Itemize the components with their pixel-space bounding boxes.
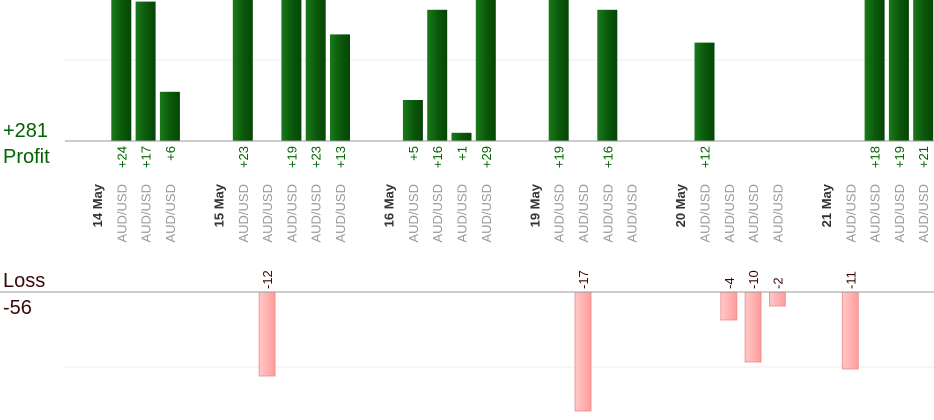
profit-value-label: +16 xyxy=(430,146,445,168)
profit-bar xyxy=(305,0,326,142)
date-label: 15 May xyxy=(212,183,227,227)
profit-value-label: +24 xyxy=(114,146,129,168)
profit-bar xyxy=(475,0,496,141)
profit-bar xyxy=(694,42,715,141)
pair-label: AUD/USD xyxy=(114,184,129,243)
profit-value-label: +19 xyxy=(284,146,299,168)
pair-label: AUD/USD xyxy=(843,184,858,243)
pair-label: AUD/USD xyxy=(333,184,348,243)
loss-bar xyxy=(258,291,276,377)
profit-value-label: +21 xyxy=(916,146,931,168)
profit-bar xyxy=(402,100,423,141)
pair-label: AUD/USD xyxy=(698,184,713,243)
pair-label: AUD/USD xyxy=(309,184,324,243)
profit-bar xyxy=(451,132,472,141)
pair-label: AUD/USD xyxy=(722,184,737,243)
pair-label: AUD/USD xyxy=(163,184,178,243)
pair-label: AUD/USD xyxy=(746,184,761,243)
pair-label: AUD/USD xyxy=(576,184,591,243)
profit-bar xyxy=(864,0,885,142)
profit-bar xyxy=(597,9,618,141)
pair-label: AUD/USD xyxy=(916,184,931,243)
profit-bar xyxy=(888,0,909,142)
profit-value-label: +16 xyxy=(600,146,615,168)
profit-bar xyxy=(135,1,156,141)
profit-bar xyxy=(330,34,350,141)
profit-value-label: +1 xyxy=(455,146,470,161)
profit-label: Profit xyxy=(3,146,50,168)
pair-label: AUD/USD xyxy=(600,184,615,243)
pair-label: AUD/USD xyxy=(406,184,421,243)
pair-label: AUD/USD xyxy=(430,184,445,243)
loss-value-label: -12 xyxy=(260,270,275,289)
date-label: 19 May xyxy=(527,183,542,227)
profit-bar xyxy=(913,0,934,141)
pair-label: AUD/USD xyxy=(892,184,907,243)
pair-label: AUD/USD xyxy=(455,184,470,243)
loss-bar xyxy=(744,291,762,363)
profit-value-label: +23 xyxy=(309,146,324,168)
profit-bar xyxy=(281,0,302,142)
date-label: 14 May xyxy=(90,183,105,227)
pair-label: AUD/USD xyxy=(139,184,154,243)
profit-value-label: +13 xyxy=(333,146,348,168)
pair-label: AUD/USD xyxy=(284,184,299,243)
loss-bar xyxy=(769,291,786,307)
pair-label: AUD/USD xyxy=(552,184,567,243)
loss-bar xyxy=(574,291,592,412)
loss-label: Loss xyxy=(3,270,45,292)
profit-bar xyxy=(111,0,132,142)
profit-value-label: +29 xyxy=(479,146,494,168)
pair-label: AUD/USD xyxy=(260,184,275,243)
profit-bar xyxy=(427,9,448,141)
loss-value-label: -17 xyxy=(576,270,591,289)
profit-bar xyxy=(159,91,180,141)
profit-bar xyxy=(548,0,569,142)
profit-value-label: +19 xyxy=(552,146,567,168)
loss-value-label: -4 xyxy=(722,277,737,289)
date-label: 16 May xyxy=(382,183,397,227)
date-label: 21 May xyxy=(819,183,834,227)
profit-value-label: +18 xyxy=(868,146,883,168)
pair-label: AUD/USD xyxy=(625,184,640,243)
pair-label: AUD/USD xyxy=(236,184,251,243)
profit-value-label: +23 xyxy=(236,146,251,168)
loss-bar xyxy=(720,291,738,321)
profit-bar xyxy=(232,0,253,142)
profit-value-label: +5 xyxy=(406,146,421,161)
pair-label: AUD/USD xyxy=(868,184,883,243)
loss-value-label: -11 xyxy=(843,271,858,289)
date-label: 20 May xyxy=(673,183,688,227)
loss-value-label: -10 xyxy=(746,270,761,289)
loss-value-label: -2 xyxy=(770,277,785,289)
profit-value-label: +12 xyxy=(698,146,713,168)
loss-total: -56 xyxy=(3,297,32,319)
profit-value-label: +17 xyxy=(139,146,154,168)
pair-label: AUD/USD xyxy=(770,184,785,243)
pair-label: AUD/USD xyxy=(479,184,494,243)
profit-total: +281 xyxy=(3,120,48,142)
loss-bar xyxy=(841,291,859,370)
profit-value-label: +19 xyxy=(892,146,907,168)
profit-value-label: +6 xyxy=(163,146,178,161)
